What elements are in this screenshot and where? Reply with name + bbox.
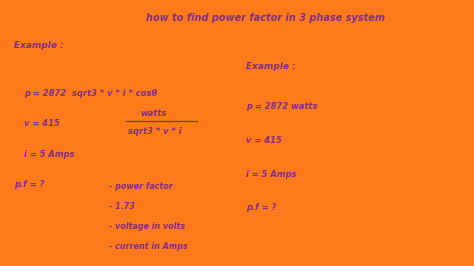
- Text: p = 2872  sqrt3 * v * i * cosθ: p = 2872 sqrt3 * v * i * cosθ: [24, 89, 157, 98]
- Text: sqrt3 * v * i: sqrt3 * v * i: [128, 127, 182, 136]
- Text: Example :: Example :: [14, 41, 64, 50]
- Text: i = 5 Amps: i = 5 Amps: [24, 150, 74, 159]
- Text: p = 2872 watts: p = 2872 watts: [246, 102, 318, 111]
- Text: v = 415: v = 415: [246, 136, 283, 146]
- Text: watts: watts: [140, 109, 166, 118]
- Text: p.f = ?: p.f = ?: [14, 180, 45, 189]
- Text: how to find power factor in 3 phase system: how to find power factor in 3 phase syst…: [146, 13, 385, 23]
- Text: - voltage in volts: - voltage in volts: [109, 222, 185, 231]
- Text: v = 415: v = 415: [24, 119, 60, 128]
- Text: Example :: Example :: [246, 62, 296, 71]
- Text: i = 5 Amps: i = 5 Amps: [246, 170, 297, 179]
- Text: - current in Amps: - current in Amps: [109, 242, 188, 251]
- Text: - 1.73: - 1.73: [109, 202, 135, 211]
- Text: p.f = ?: p.f = ?: [246, 203, 277, 212]
- Text: - power factor: - power factor: [109, 182, 173, 191]
